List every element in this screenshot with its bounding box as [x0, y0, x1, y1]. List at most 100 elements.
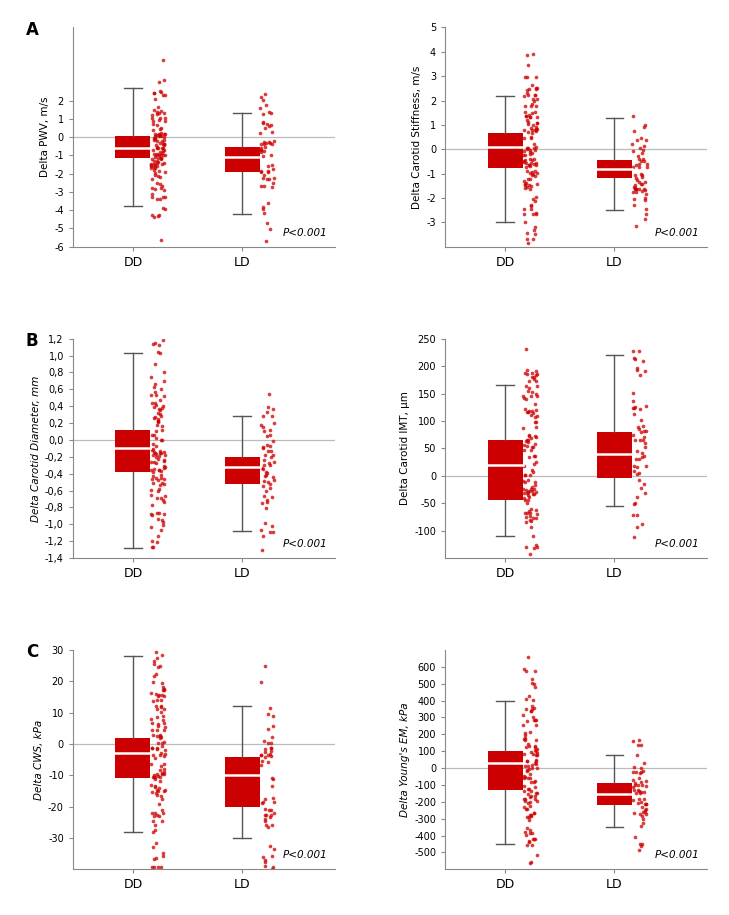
- Point: [627, 508, 639, 522]
- Point: [153, 448, 165, 463]
- Point: [523, 81, 535, 96]
- Point: [151, 506, 163, 521]
- Point: [628, 464, 640, 479]
- Point: [268, 708, 279, 723]
- Point: [155, 393, 166, 407]
- Point: [639, 486, 651, 501]
- Point: [631, 459, 643, 474]
- Point: [145, 488, 157, 502]
- Point: [149, 597, 160, 612]
- Point: [268, 791, 279, 806]
- Point: [636, 184, 648, 199]
- Point: [158, 702, 170, 716]
- Point: [147, 187, 158, 201]
- Point: [159, 111, 171, 125]
- Point: [145, 482, 157, 497]
- Point: [260, 121, 271, 135]
- Point: [628, 773, 639, 788]
- Point: [256, 754, 268, 769]
- Point: [639, 477, 650, 491]
- Point: [521, 405, 532, 420]
- Point: [262, 748, 273, 762]
- Point: [146, 395, 157, 410]
- Point: [147, 740, 158, 755]
- Point: [526, 704, 537, 718]
- Point: [531, 409, 542, 424]
- Y-axis label: Delta CWS, kPa: Delta CWS, kPa: [34, 719, 44, 800]
- Point: [155, 409, 167, 424]
- Point: [145, 778, 157, 792]
- Point: [629, 351, 641, 366]
- Point: [528, 541, 539, 555]
- Point: [521, 827, 532, 842]
- Point: [149, 92, 161, 106]
- Point: [526, 165, 538, 179]
- Point: [149, 446, 160, 460]
- Point: [153, 482, 165, 497]
- Point: [157, 399, 169, 414]
- Point: [155, 232, 167, 247]
- Point: [530, 785, 542, 800]
- Point: [155, 463, 167, 478]
- Point: [525, 201, 537, 216]
- Point: [155, 444, 166, 458]
- Point: [157, 129, 169, 144]
- Point: [146, 519, 157, 533]
- Point: [152, 770, 164, 784]
- Point: [527, 465, 539, 479]
- Point: [531, 847, 543, 862]
- Point: [529, 414, 541, 429]
- Point: [525, 808, 537, 823]
- Point: [528, 832, 539, 846]
- Point: [150, 439, 162, 454]
- Point: [528, 805, 539, 820]
- Point: [521, 48, 533, 62]
- Point: [149, 129, 161, 144]
- Point: [156, 792, 168, 807]
- Point: [530, 207, 542, 221]
- Point: [520, 109, 531, 124]
- Point: [260, 807, 272, 822]
- Point: [152, 689, 164, 704]
- Point: [264, 701, 276, 716]
- Point: [521, 739, 532, 754]
- Point: [152, 414, 163, 428]
- Point: [151, 104, 163, 119]
- Point: [628, 458, 639, 473]
- Point: [156, 418, 168, 433]
- Point: [158, 364, 170, 379]
- Point: [152, 100, 164, 114]
- Point: [527, 405, 539, 420]
- Point: [523, 157, 535, 172]
- Point: [518, 391, 530, 405]
- Point: [524, 110, 536, 124]
- Point: [628, 427, 639, 442]
- Point: [631, 467, 642, 481]
- Point: [157, 88, 169, 102]
- Point: [640, 779, 652, 793]
- Point: [152, 783, 163, 798]
- Point: [518, 779, 530, 793]
- Point: [627, 386, 639, 401]
- Point: [158, 454, 170, 468]
- Point: [531, 403, 542, 417]
- Point: [151, 156, 163, 171]
- Point: [639, 117, 650, 132]
- Point: [531, 373, 542, 388]
- Point: [631, 172, 643, 187]
- Point: [519, 99, 531, 113]
- Point: [149, 86, 160, 101]
- Point: [634, 159, 645, 174]
- Point: [521, 663, 532, 678]
- Point: [259, 853, 270, 867]
- Point: [521, 764, 533, 779]
- Point: [155, 308, 166, 323]
- Point: [526, 167, 538, 182]
- Point: [528, 92, 539, 106]
- Point: [634, 836, 646, 851]
- Point: [524, 143, 536, 157]
- Point: [518, 770, 530, 785]
- Point: [154, 748, 165, 762]
- Point: [522, 141, 534, 156]
- Point: [148, 462, 160, 477]
